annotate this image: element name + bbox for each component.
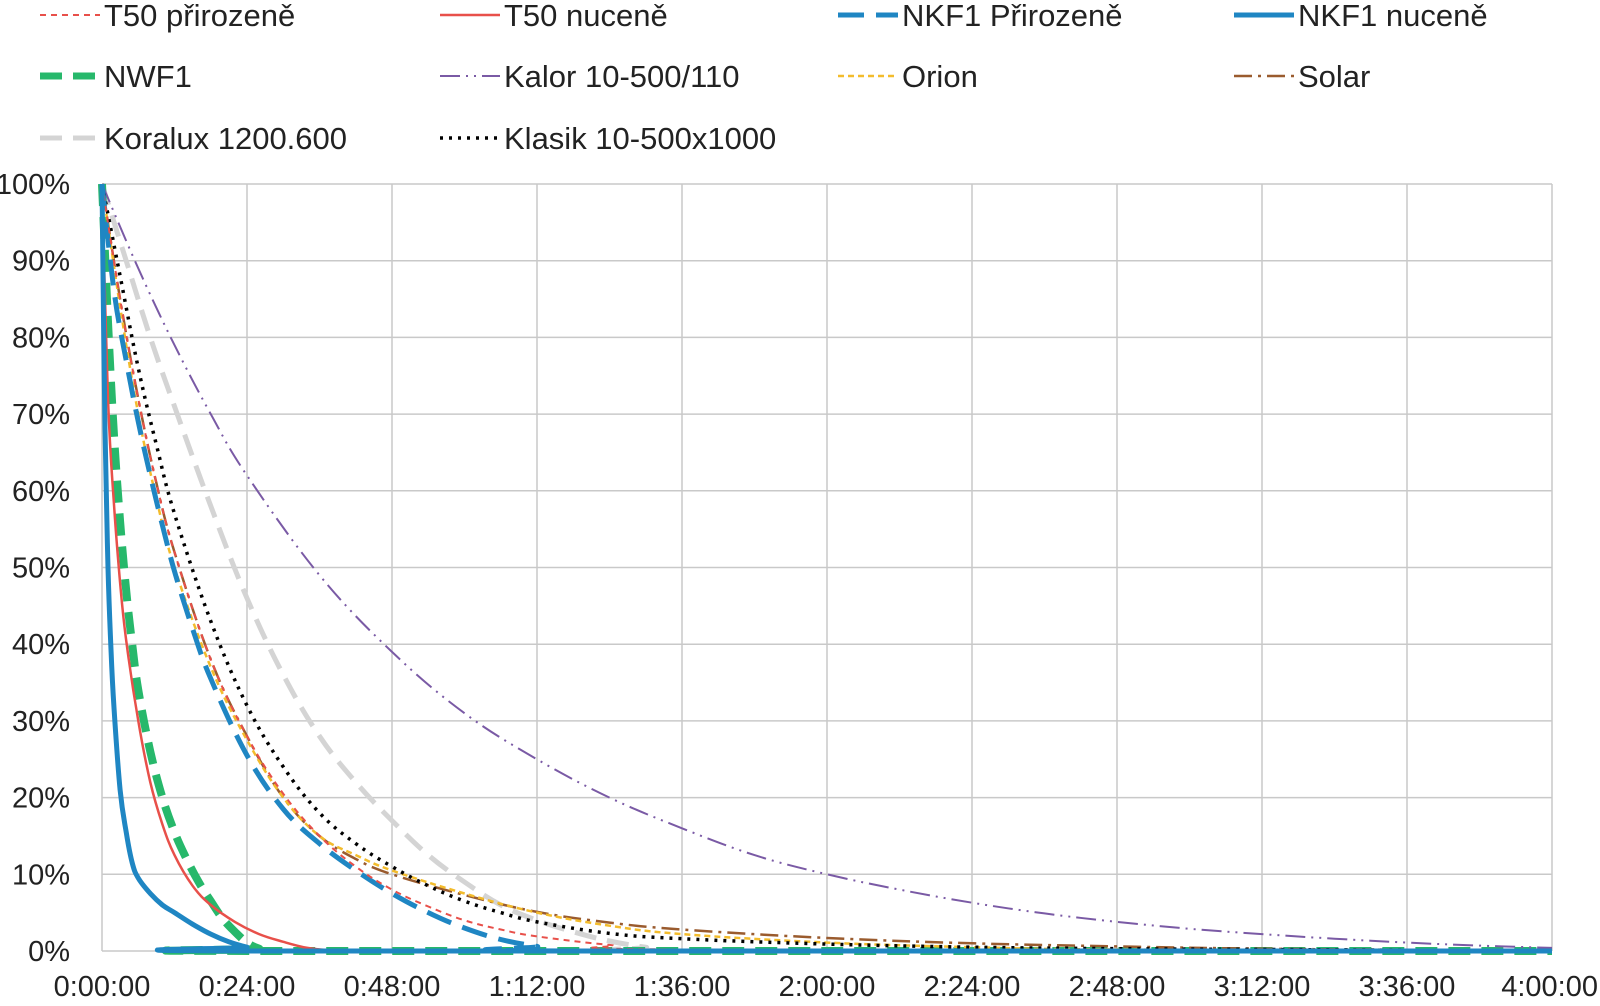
x-tick-label: 4:00:00: [1501, 971, 1598, 1003]
x-tick-label: 1:12:00: [489, 971, 586, 1003]
series-line-kalor-10-500-110: [101, 183, 1553, 949]
y-tick-label: 70%: [12, 399, 70, 431]
legend-label: NKF1 nuceně: [1298, 0, 1488, 33]
y-tick-label: 50%: [12, 553, 70, 585]
y-tick-label: 20%: [12, 783, 70, 815]
y-tick-label: 30%: [12, 706, 70, 738]
legend-item-nkf1-nucen: NKF1 nuceně: [1234, 0, 1488, 33]
x-tick-label: 0:48:00: [344, 971, 441, 1003]
y-tick-label: 90%: [12, 246, 70, 278]
x-tick-label: 2:48:00: [1069, 971, 1166, 1003]
legend-item-orion: Orion: [838, 59, 978, 94]
legend-label: T50 nuceně: [504, 0, 668, 33]
series-line-nkf1-p-irozen: [99, 183, 1552, 954]
legend-label: Klasik 10-500x1000: [504, 121, 776, 156]
legend-label: Solar: [1298, 59, 1370, 94]
legend-label: Koralux 1200.600: [104, 121, 347, 156]
series-lines: [98, 183, 1553, 956]
y-tick-label: 80%: [12, 322, 70, 354]
legend-item-koralux-1200-600: Koralux 1200.600: [40, 121, 347, 156]
x-tick-label: 3:36:00: [1359, 971, 1456, 1003]
y-tick-label: 0%: [28, 936, 70, 968]
legend-label: Kalor 10-500/110: [504, 59, 740, 94]
series-line-nkf1-nucen: [99, 183, 1552, 954]
legend-label: Orion: [902, 59, 978, 94]
legend-label: T50 přirozeně: [104, 0, 295, 33]
legend-item-t50-nucen: T50 nuceně: [440, 0, 668, 33]
legend-item-kalor-10-500-110: Kalor 10-500/110: [440, 59, 740, 94]
x-axis-ticks: 0:00:00 0:24:00 0:48:00 1:12:00 1:36:00 2:00:…: [54, 971, 1598, 1003]
series-line-t50-p-irozen: [101, 183, 1553, 952]
legend-item-t50-p-irozen: T50 přirozeně: [40, 0, 295, 33]
y-tick-label: 60%: [12, 476, 70, 508]
y-axis-ticks: 0% 10% 20% 30% 40% 50% 60% 70% 80% 90% 100%: [0, 169, 70, 968]
x-tick-label: 1:36:00: [634, 971, 731, 1003]
y-tick-label: 10%: [12, 859, 70, 891]
legend-label: NWF1: [104, 59, 192, 94]
x-tick-label: 0:00:00: [54, 971, 151, 1003]
y-tick-label: 40%: [12, 629, 70, 661]
legend: T50 přirozeně T50 nuceně NKF1 Přirozeně NKF…: [40, 0, 1488, 156]
x-tick-label: 2:24:00: [924, 971, 1021, 1003]
legend-label: NKF1 Přirozeně: [902, 0, 1123, 33]
legend-item-klasik-10-500x1000: Klasik 10-500x1000: [440, 121, 776, 156]
series-line-orion: [100, 183, 1553, 953]
x-tick-label: 2:00:00: [779, 971, 876, 1003]
y-tick-label: 100%: [0, 169, 70, 201]
legend-item-nkf1-p-irozen: NKF1 Přirozeně: [838, 0, 1123, 33]
x-tick-label: 0:24:00: [199, 971, 296, 1003]
legend-item-solar: Solar: [1234, 59, 1370, 94]
legend-item-nwf1: NWF1: [40, 59, 192, 94]
x-tick-label: 3:12:00: [1214, 971, 1311, 1003]
series-line-solar: [100, 183, 1553, 953]
